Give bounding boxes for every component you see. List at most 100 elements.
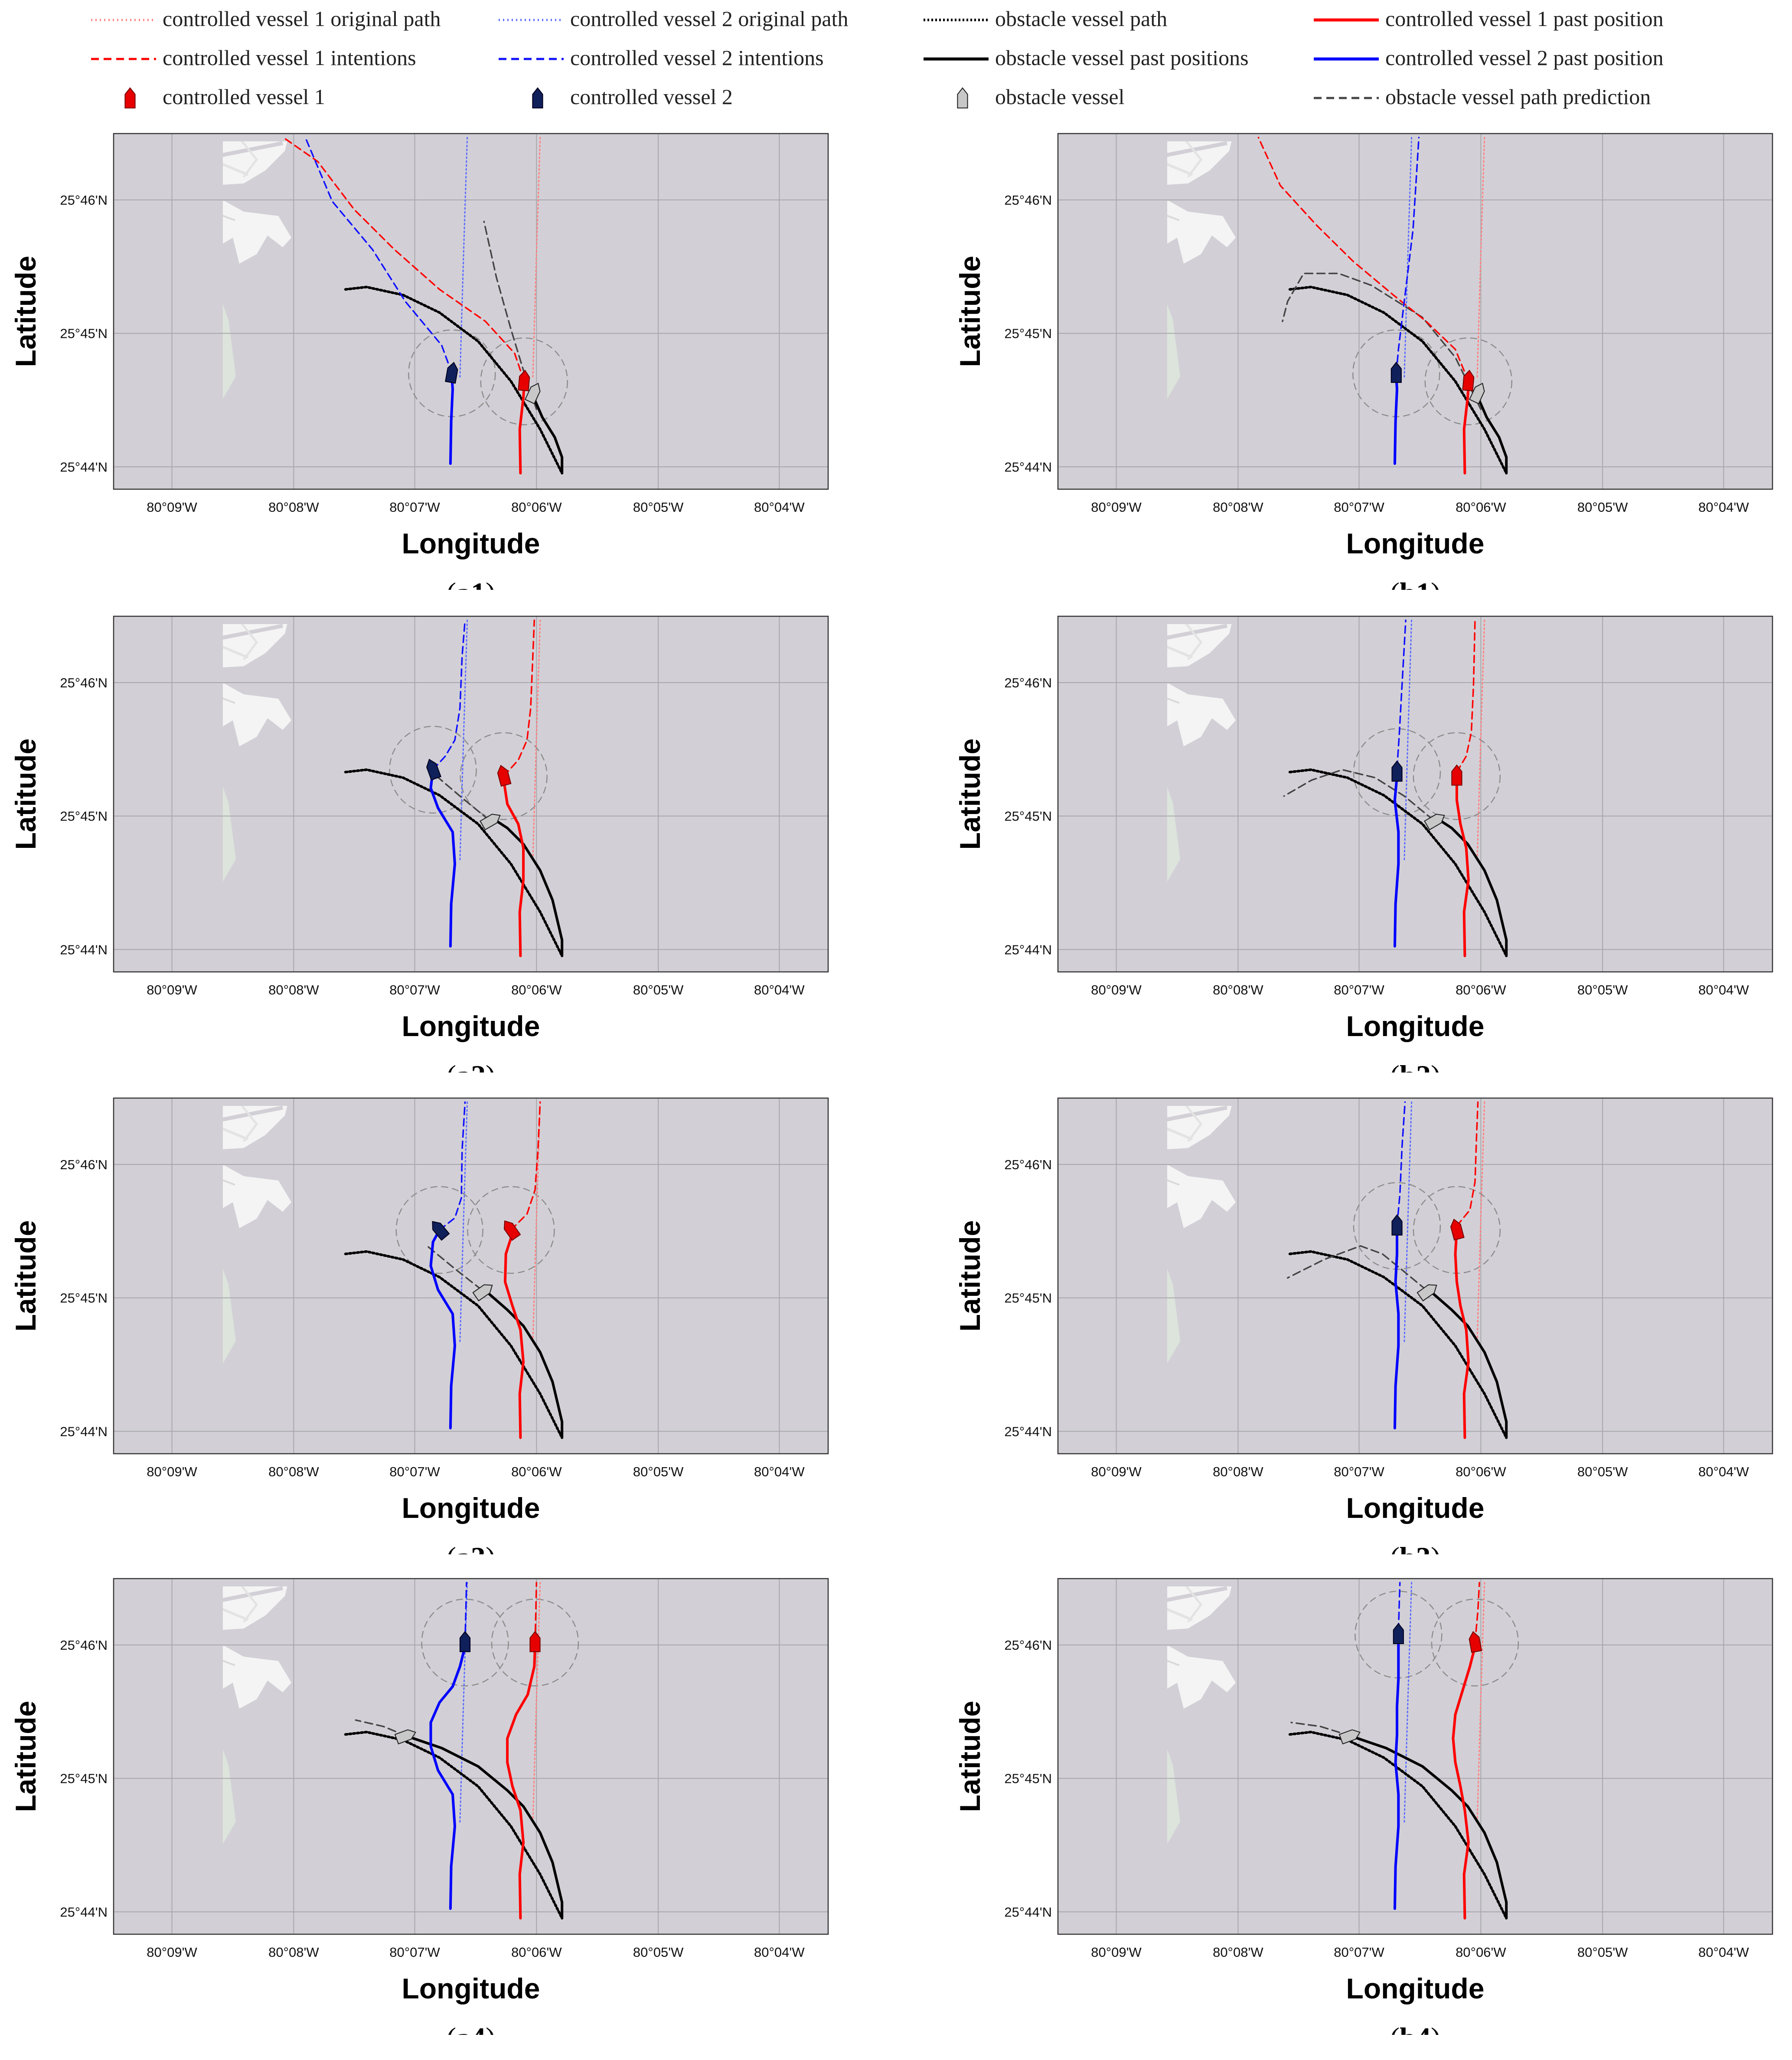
chart-svg-a1: VIRGINIAKEY 80°09'W 80°08'W 80°07'W 80°06'W 8…	[10, 133, 829, 590]
safety-circle	[480, 337, 568, 425]
x-tick-label: 80°06'W	[1456, 500, 1506, 515]
legend-label-cv1: controlled vessel 1	[163, 85, 325, 109]
legend-item-obs: obstacle vessel	[957, 85, 1125, 109]
series-controlled-vessel-2-intentions	[1397, 1582, 1401, 1632]
land-road	[1167, 163, 1193, 176]
marker-controlled-vessel-1	[529, 1631, 541, 1652]
chart-svg-a4: VIRGINIAKEY 80°09'W 80°08'W 80°07'W 80°06'W 8…	[10, 1578, 829, 2035]
chart-svg-a2: VIRGINIAKEY 80°09'W 80°08'W 80°07'W 80°06'W 8…	[10, 615, 829, 1073]
land-road	[1185, 1586, 1203, 1623]
land-channel	[223, 141, 283, 157]
series-controlled-vessel-1-intentions	[534, 1582, 538, 1644]
basemap: VIRGINIAKEY	[1167, 1106, 1236, 1364]
legend-marker-cv2	[532, 87, 543, 109]
x-tick-label: 80°06'W	[1456, 1464, 1506, 1479]
x-tick-label: 80°04'W	[1698, 1464, 1749, 1479]
y-axis-label: Latitude	[954, 1220, 986, 1332]
safety-circle	[1431, 1599, 1519, 1687]
series-controlled-vessel-1-past-position	[1462, 384, 1470, 475]
series-obstacle-vessel-path-prediction	[1283, 769, 1434, 821]
legend-label-cv1_orig: controlled vessel 1 original path	[163, 7, 441, 31]
land-road	[241, 1586, 258, 1623]
y-tick-label: 25°44'N	[60, 1424, 108, 1439]
land-virginia-key	[1167, 304, 1180, 399]
marker-controlled-vessel-2	[1391, 760, 1403, 782]
land-port-road	[223, 697, 235, 704]
legend-label-cv1_past: controlled vessel 1 past position	[1385, 7, 1664, 31]
y-axis-label: Latitude	[954, 1701, 986, 1812]
series-controlled-vessel-1-intentions	[1456, 1101, 1479, 1227]
panel-caption: (b2)	[1390, 1059, 1440, 1073]
legend-item-cv2_int: controlled vessel 2 intentions	[499, 46, 824, 70]
series-controlled-vessel-1-past-position	[502, 778, 525, 958]
y-tick-label: 25°45'N	[60, 326, 108, 341]
basemap: VIRGINIAKEY	[223, 624, 291, 882]
y-tick-label: 25°46'N	[60, 675, 108, 690]
x-axis-label: Longitude	[1346, 1492, 1485, 1524]
series-obstacle-vessel-path	[1288, 1730, 1508, 1920]
x-tick-label: 80°06'W	[511, 500, 562, 515]
series-controlled-vessel-1-intentions	[1456, 619, 1476, 773]
plot-background	[114, 1098, 828, 1454]
series-controlled-vessel-1-original-path	[532, 137, 541, 378]
plot-background	[114, 616, 828, 972]
legend-item-obs_past: obstacle vessel past positions	[924, 46, 1249, 70]
chart-svg-b2: VIRGINIAKEY 80°09'W 80°08'W 80°07'W 80°06'W 8…	[954, 615, 1773, 1073]
series-controlled-vessel-2-intentions	[1396, 619, 1407, 769]
plot-layer	[1283, 619, 1508, 958]
x-tick-label: 80°06'W	[511, 982, 562, 997]
x-tick-label: 80°09'W	[147, 1945, 197, 1960]
y-tick-label: 25°46'N	[1004, 1638, 1052, 1653]
x-tick-label: 80°04'W	[1698, 982, 1749, 997]
series-obstacle-vessel-path	[344, 1730, 564, 1920]
marker-controlled-vessel-2	[426, 759, 441, 781]
x-tick-label: 80°09'W	[1091, 1945, 1142, 1960]
legend-item-cv1_int: controlled vessel 1 intentions	[91, 46, 416, 70]
series-controlled-vessel-1-past-position	[506, 1645, 536, 1920]
series-controlled-vessel-1-past-position	[1454, 1229, 1470, 1439]
series-controlled-vessel-2-past-position	[1393, 775, 1400, 948]
marker-obstacle-vessel	[1424, 814, 1445, 831]
y-tick-label: 25°45'N	[1004, 1771, 1052, 1786]
series-controlled-vessel-2-past-position	[1393, 1633, 1400, 1910]
land-port-island	[223, 683, 291, 746]
panel-caption: (b4)	[1390, 2021, 1440, 2035]
safety-circle	[395, 1186, 483, 1274]
legend-label-cv2_orig: controlled vessel 2 original path	[570, 7, 849, 31]
x-tick-label: 80°09'W	[147, 500, 197, 515]
legend-label-obs_path: obstacle vessel path	[995, 7, 1167, 31]
plot-layer	[1288, 1582, 1519, 1920]
marker-controlled-vessel-1	[1469, 1631, 1482, 1653]
plot-layer	[344, 619, 564, 958]
x-tick-label: 80°09'W	[1091, 982, 1142, 997]
panel-caption: (a1)	[446, 576, 495, 590]
x-tick-label: 80°05'W	[1577, 1945, 1628, 1960]
legend-item-cv1: controlled vessel 1	[124, 85, 325, 109]
legend-marker-obs	[957, 87, 968, 109]
series-controlled-vessel-2-past-position	[429, 1645, 467, 1910]
x-tick-label: 80°07'W	[1334, 1464, 1384, 1479]
series-controlled-vessel-2-past-position	[1393, 376, 1398, 465]
series-controlled-vessel-2-intentions	[1395, 137, 1420, 374]
marker-controlled-vessel-2	[445, 362, 458, 384]
legend-label-obs: obstacle vessel	[995, 85, 1125, 109]
x-tick-label: 80°04'W	[754, 982, 805, 997]
series-obstacle-vessel-past-positions	[1432, 1292, 1508, 1439]
marker-controlled-vessel-1	[1450, 1219, 1465, 1241]
land-port-road	[1167, 215, 1180, 221]
marker-obstacle-vessel	[524, 383, 541, 405]
x-tick-label: 80°09'W	[1091, 1464, 1142, 1479]
land-port-island	[223, 1646, 291, 1709]
y-tick-label: 25°45'N	[1004, 1291, 1052, 1306]
land-virginia-key	[1167, 1749, 1180, 1844]
y-axis-label: Latitude	[954, 256, 986, 367]
plot-background	[114, 1579, 828, 1934]
series-controlled-vessel-1-intentions	[1474, 1582, 1480, 1644]
legend-item-cv2_past: controlled vessel 2 past position	[1314, 46, 1664, 70]
x-tick-label: 80°07'W	[1334, 1945, 1384, 1960]
safety-circle	[1413, 732, 1501, 820]
land-road	[223, 163, 249, 176]
panel-caption: (b1)	[1390, 576, 1440, 590]
series-obstacle-vessel-path	[344, 1250, 564, 1439]
legend-item-cv1_past: controlled vessel 1 past position	[1314, 7, 1664, 31]
